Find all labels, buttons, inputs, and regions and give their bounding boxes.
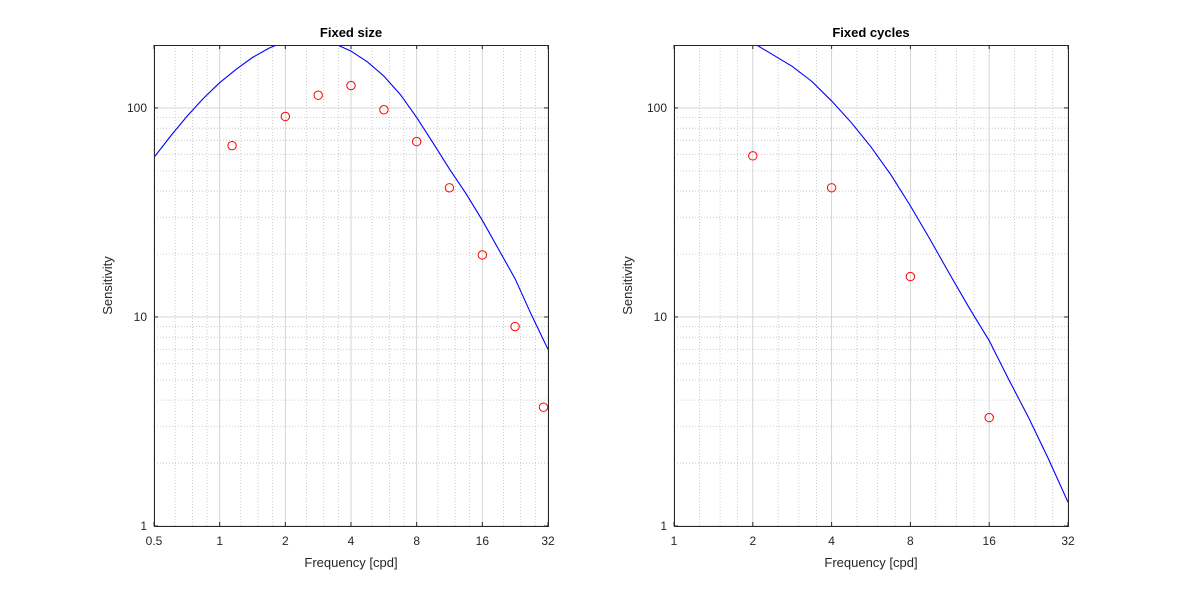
y-axis-label-fixed-cycles: Sensitivity: [620, 256, 635, 315]
chart-title-fixed-size: Fixed size: [320, 25, 382, 40]
data-point-fixed-cycles: [984, 412, 994, 423]
data-point-fixed-cycles: [905, 271, 916, 282]
x-tick-label: 1: [216, 534, 223, 548]
model-curve-fixed-cycles: [755, 45, 1068, 503]
x-tick-label: 32: [1061, 534, 1075, 548]
data-point-fixed-size: [313, 90, 323, 100]
grid-fixed-size: [153, 45, 549, 527]
x-tick-label: 8: [907, 534, 914, 548]
ticks-fixed-cycles: 1 2 4 8 16 32 1 10 100: [647, 45, 1075, 548]
y-tick-label: 100: [127, 101, 147, 115]
x-tick-label: 32: [541, 534, 555, 548]
y-tick-label: 10: [134, 310, 148, 324]
x-tick-label: 0.5: [146, 534, 163, 548]
data-point-fixed-size: [227, 140, 237, 151]
data-point-fixed-size: [379, 105, 389, 115]
y-tick-label: 100: [647, 101, 667, 115]
x-tick-label: 1: [671, 534, 678, 548]
x-tick-label: 8: [413, 534, 420, 548]
y-axis-label-fixed-size: Sensitivity: [100, 256, 115, 315]
x-axis-label-fixed-cycles: Frequency [cpd]: [824, 555, 917, 570]
x-tick-label: 4: [828, 534, 835, 548]
data-point-fixed-size: [444, 183, 455, 193]
data-fixed-size: [154, 45, 548, 412]
x-axis-label-fixed-size: Frequency [cpd]: [304, 555, 397, 570]
x-tick-label: 16: [476, 534, 490, 548]
data-point-fixed-size: [411, 136, 422, 147]
axes-frame-fixed-size: [154, 45, 549, 527]
grid-fixed-cycles: [673, 45, 1069, 527]
data-fixed-cycles: [748, 45, 1068, 503]
data-point-fixed-size: [346, 80, 356, 91]
data-point-fixed-cycles: [748, 151, 758, 161]
chart-title-fixed-cycles: Fixed cycles: [832, 25, 909, 40]
plot-fixed-cycles: 1 2 4 8 16 32 1 10 100 Fixed cycles Frequency [c…: [620, 25, 1075, 570]
model-curve-fixed-size: [154, 45, 548, 350]
x-tick-label: 16: [983, 534, 997, 548]
axes-frame-fixed-cycles: [674, 45, 1069, 527]
y-tick-label: 10: [654, 310, 668, 324]
data-point-fixed-size: [477, 250, 488, 260]
data-point-fixed-size: [280, 111, 291, 122]
data-point-fixed-size: [538, 402, 548, 412]
data-point-fixed-size: [510, 321, 520, 332]
y-tick-label: 1: [140, 519, 147, 533]
y-tick-label: 1: [660, 519, 667, 533]
data-point-fixed-cycles: [826, 183, 837, 193]
x-tick-label: 2: [282, 534, 289, 548]
x-tick-label: 2: [749, 534, 756, 548]
x-tick-label: 4: [348, 534, 355, 548]
